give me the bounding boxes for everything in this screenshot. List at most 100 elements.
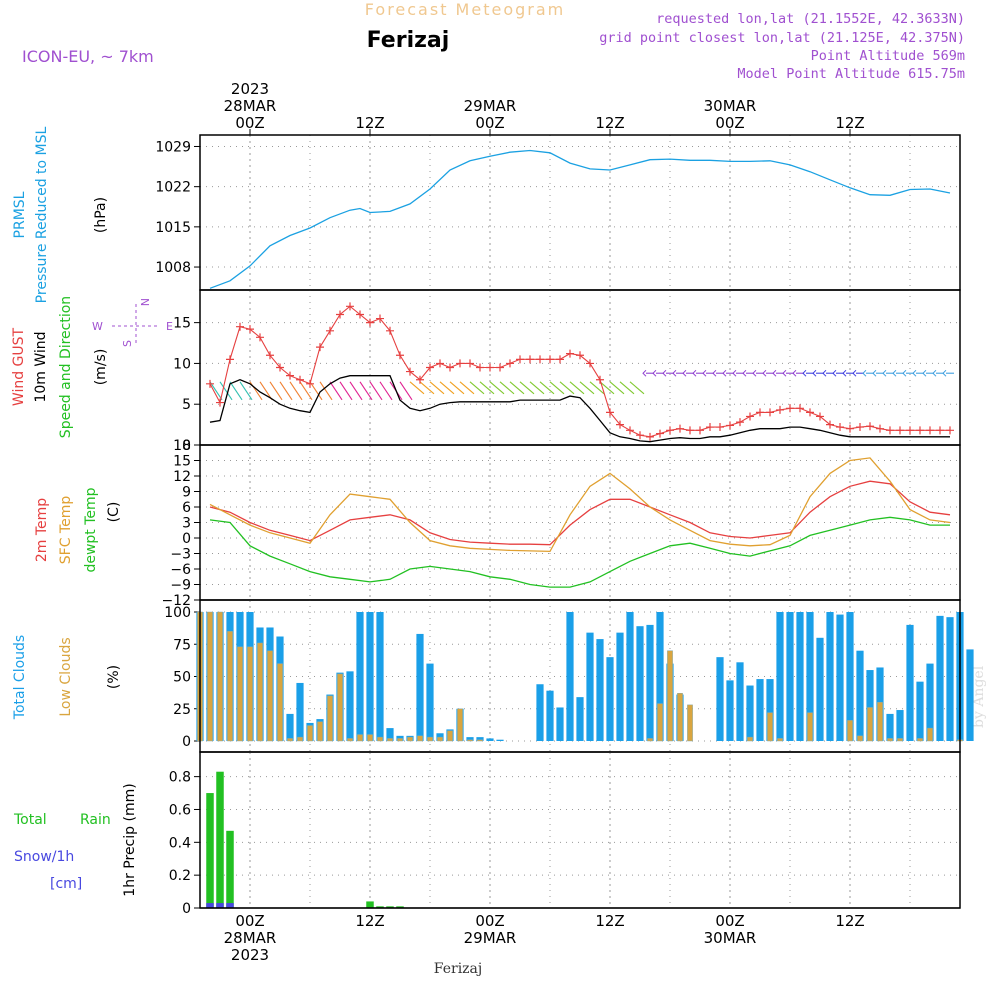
gust-marker	[806, 408, 814, 417]
low-cloud-bar	[207, 611, 213, 742]
low-cloud-bar	[247, 646, 253, 742]
gust-marker	[946, 426, 954, 435]
time-label-top: 30MAR	[704, 97, 757, 115]
pressure-label-prmsl: PRMSL	[12, 191, 28, 238]
time-label-top: 12Z	[835, 114, 864, 132]
wind-direction-arrow	[259, 381, 273, 401]
gust-marker	[676, 424, 684, 433]
temp-sfc-line	[209, 457, 951, 553]
wind-direction-arrowhead	[692, 369, 697, 377]
low-cloud-bar	[647, 738, 653, 742]
time-label-bottom: 12Z	[595, 912, 624, 930]
wind-direction-arrow	[439, 381, 455, 395]
compass-s: S	[121, 340, 134, 347]
cloud-tick-label: 25	[173, 702, 191, 718]
gust-marker	[286, 371, 294, 380]
temp-label-unit: (C)	[106, 502, 122, 523]
precip-label-rain: Rain	[80, 812, 111, 828]
wind-direction-arrowhead	[932, 369, 937, 377]
gust-marker	[616, 420, 624, 429]
low-cloud-bar	[237, 646, 243, 742]
low-cloud-bar	[367, 734, 373, 742]
wind-direction-arrow	[489, 381, 505, 395]
low-cloud-bar	[417, 735, 423, 742]
cloud-tick-label: 100	[164, 605, 191, 621]
pressure-label-msl: Pressure Reduced to MSL	[34, 126, 50, 303]
low-cloud-bar	[467, 739, 473, 742]
total-cloud-bar	[886, 713, 894, 741]
rain-bar	[366, 901, 374, 908]
wind-direction-arrowhead	[672, 369, 677, 377]
wind-direction-arrow	[449, 381, 465, 395]
wind-direction-arrowhead	[702, 369, 707, 377]
total-cloud-bar	[376, 612, 384, 741]
low-cloud-bar	[867, 707, 873, 742]
total-cloud-bar	[576, 697, 584, 741]
wind-direction-arrowhead	[832, 369, 837, 377]
total-cloud-bar	[286, 713, 294, 741]
wind-direction-arrow	[269, 381, 283, 401]
time-label-top: 28MAR	[224, 97, 277, 115]
gust-marker	[256, 333, 264, 342]
wind-direction-arrow	[359, 381, 373, 401]
gust-marker	[586, 359, 594, 368]
low-cloud-bar	[397, 738, 403, 742]
total-cloud-bar	[856, 650, 864, 741]
total-cloud-bar	[896, 710, 904, 741]
temp-tick-label: 6	[182, 500, 191, 516]
temp-tick-label: 9	[182, 485, 191, 501]
temp-label-dewpt: dewpt Temp	[83, 487, 99, 572]
rain-bar	[216, 771, 224, 908]
precip-border	[199, 751, 961, 909]
compass-w: W	[92, 320, 103, 333]
total-cloud-bar	[946, 617, 954, 741]
model-name: ICON-EU, ~ 7km	[22, 47, 154, 66]
wind-tick-label: 10	[173, 356, 191, 372]
pressure-labels: PRMSL Pressure Reduced to MSL (hPa)	[12, 126, 109, 303]
wind-direction-arrow	[239, 381, 253, 401]
precip-label-cm: [cm]	[50, 876, 82, 892]
rain-bar	[376, 906, 384, 908]
pressure-tick-label: 1015	[155, 220, 191, 236]
gust-marker	[446, 363, 454, 372]
gust-marker	[206, 379, 214, 388]
wind-direction-arrow	[599, 381, 615, 395]
low-cloud-bar	[747, 736, 753, 742]
gust-marker	[386, 326, 394, 335]
gust-marker	[786, 404, 794, 413]
wind-direction-arrowhead	[732, 369, 737, 377]
gust-marker	[836, 423, 844, 432]
wind-direction-arrowhead	[872, 369, 877, 377]
gust-marker	[826, 420, 834, 429]
gust-marker	[706, 423, 714, 432]
low-cloud-bar	[327, 695, 333, 742]
temp-tick-label: −9	[170, 578, 191, 594]
total-cloud-bar	[716, 657, 724, 741]
snow-bar	[216, 903, 224, 908]
wind-direction-arrowhead	[652, 369, 657, 377]
gust-marker	[336, 310, 344, 319]
precip-label-axis: 1hr Precip (mm)	[122, 783, 138, 896]
wind-label-unit: (m/s)	[93, 349, 109, 386]
gust-marker	[686, 426, 694, 435]
gust-marker	[576, 351, 584, 360]
total-cloud-bar	[426, 663, 434, 741]
wind-label-gust: Wind GUST	[11, 327, 27, 406]
wind-direction-arrow	[369, 381, 383, 401]
low-cloud-bar	[447, 730, 453, 742]
time-label-bottom: 2023	[231, 946, 269, 964]
wind-direction-arrow	[509, 381, 525, 395]
wind-direction-arrow	[579, 381, 595, 395]
temp-tick-label: −6	[170, 562, 191, 578]
wind-tick-label: 0	[182, 438, 191, 454]
gust-marker	[916, 426, 924, 435]
wind-direction-arrowhead	[782, 369, 787, 377]
total-cloud-bar	[386, 728, 394, 741]
wind-direction-arrowhead	[772, 369, 777, 377]
total-cloud-bar	[356, 612, 364, 741]
time-label-top: 29MAR	[464, 97, 517, 115]
compass-n: N	[138, 298, 151, 306]
low-cloud-bar	[267, 650, 273, 742]
low-cloud-bar	[887, 738, 893, 742]
